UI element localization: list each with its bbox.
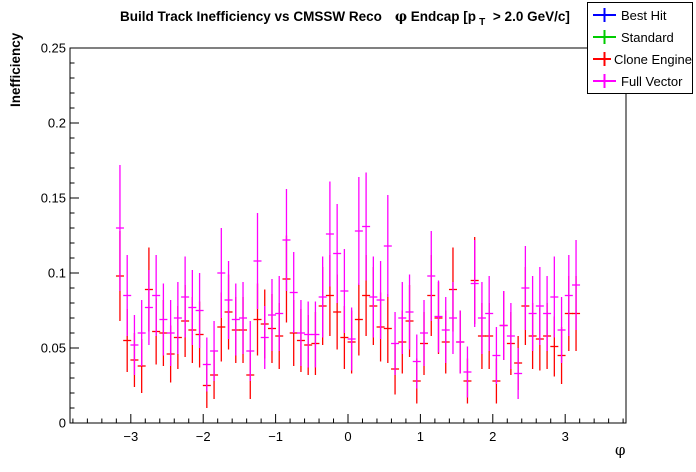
y-axis-title: Inefficiency xyxy=(8,32,23,107)
legend-item-clone-engine: Clone Engine xyxy=(592,49,692,70)
plot-title-main: Build Track Inefficiency vs CMSSW Reco xyxy=(120,9,382,24)
x-tick-label: −3 xyxy=(123,429,138,444)
legend-marker-cross-icon xyxy=(593,8,616,22)
legend-marker-cross-icon xyxy=(593,30,616,44)
legend-marker-cross-icon xyxy=(593,52,611,66)
y-tick-label: 0.15 xyxy=(41,191,66,206)
series-full-vector xyxy=(115,165,581,399)
legend-label: Best Hit xyxy=(621,7,667,23)
y-tick-label: 0.25 xyxy=(41,41,66,56)
legend-label: Standard xyxy=(621,29,674,45)
legend-label: Full Vector xyxy=(621,73,683,89)
x-tick-label: 0 xyxy=(344,429,351,444)
x-tick-label: −2 xyxy=(196,429,211,444)
phi-symbol: φ xyxy=(394,9,408,25)
condition-suffix: > 2.0 GeV/c] xyxy=(489,9,570,24)
condition-prefix: Endcap [p xyxy=(407,9,477,24)
x-tick-label: −1 xyxy=(268,429,283,444)
x-tick-label: 2 xyxy=(489,429,496,444)
legend-item-full-vector: Full Vector xyxy=(592,71,692,92)
pt-subscript: T xyxy=(479,17,486,28)
legend-box: Best Hit Standard Clone Engine Full Vector xyxy=(587,2,693,94)
legend-item-best-hit: Best Hit xyxy=(592,5,692,26)
plot-title-condition: φ Endcap [p T > 2.0 GeV/c] xyxy=(394,9,570,28)
y-tick-label: 0.2 xyxy=(48,116,66,131)
plot-title: Build Track Inefficiency vs CMSSW Reco φ… xyxy=(120,9,570,28)
x-tick-label: 1 xyxy=(417,429,424,444)
legend-marker-cross-icon xyxy=(593,74,616,88)
x-axis-title: φ xyxy=(615,441,626,459)
y-tick-label: 0.1 xyxy=(48,266,66,281)
plot-frame xyxy=(69,47,627,424)
legend-item-standard: Standard xyxy=(592,27,692,48)
y-tick-label: 0 xyxy=(59,416,66,431)
legend-label: Clone Engine xyxy=(613,51,692,67)
x-tick-label: 3 xyxy=(562,429,569,444)
y-tick-label: 0.05 xyxy=(41,341,66,356)
